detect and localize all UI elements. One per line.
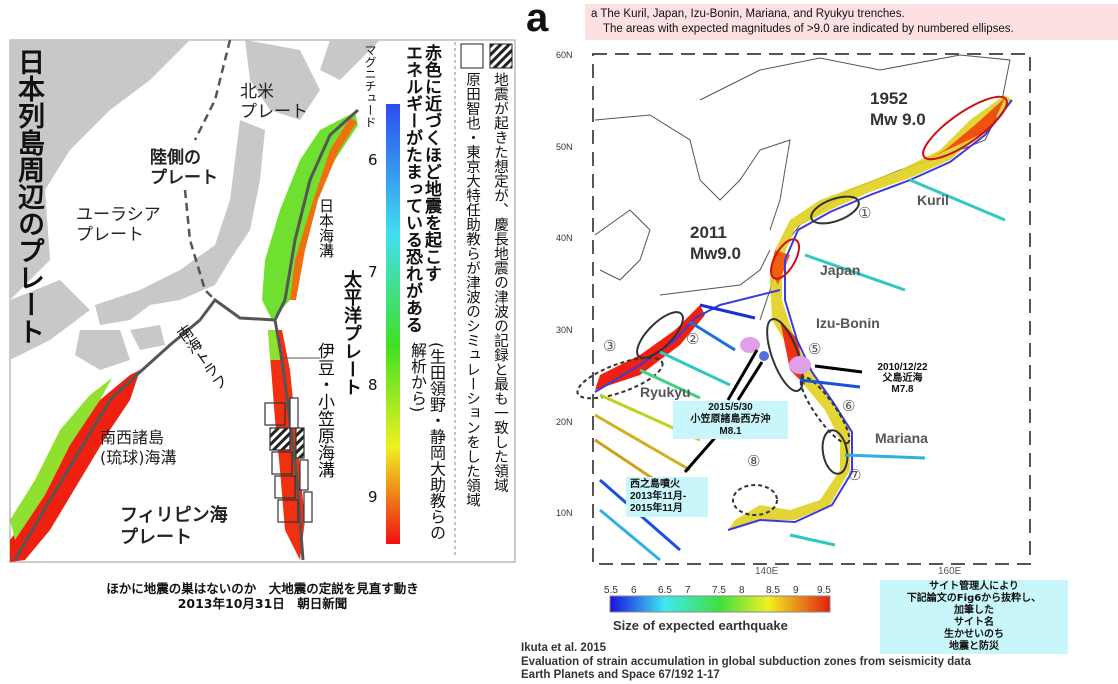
panel-letter: a — [526, 0, 549, 40]
trench-label-ryukyu: Ryukyu — [640, 384, 691, 400]
trench-label-izu-bonin: Izu-Bonin — [816, 315, 880, 331]
label-eurasia: ユーラシア プレート — [76, 205, 161, 245]
label-japan-trench: 日本海溝 — [317, 198, 335, 258]
colorbar-tick: 8 — [368, 376, 378, 394]
site-note: サイト管理人により 下記論文のFig6から抜粋し、 加筆した サイト名 生かせいのち 地震… — [880, 580, 1068, 654]
label-philippine-plate: フィリピン海 プレート — [120, 505, 228, 548]
trench-lines — [594, 99, 1013, 531]
plate-boundaries — [13, 39, 359, 561]
legend-hatched-text: 地震が起きた想定が、慶長地震の津波の記録と最も一致した領域 — [492, 72, 508, 493]
ellipse-number: ⑦ — [848, 466, 862, 484]
left-colorbar — [386, 104, 400, 544]
analysis-source: (生田領野・静岡大助教らの解析から) — [408, 342, 446, 541]
legend-white-swatch — [460, 43, 484, 69]
label-izu-ogasawara: 伊豆・小笠原海溝 — [314, 342, 334, 478]
event-1952: 1952 Mw 9.0 — [870, 89, 926, 129]
ellipse-number: ① — [858, 204, 872, 222]
simulation-boxes — [264, 397, 313, 523]
right-colorbar-title: Size of expected earthquake — [613, 618, 788, 633]
label-ryukyu-trench: 南西諸島 (琉球)海溝 — [100, 428, 177, 467]
trench-label-japan: Japan — [820, 262, 861, 278]
colorbar-tick: 7 — [368, 263, 378, 281]
event-2011: 2011 Mw9.0 — [690, 223, 742, 263]
ellipse-number: ⑧ — [747, 452, 761, 470]
left-caption: ほかに地震の巣はないのか 大地震の定説を見直す動き 2013年10月31日 朝日新… — [106, 581, 419, 611]
callout-nishinoshima: 西之島噴火 2013年11月- 2015年11月 — [626, 477, 708, 517]
label-pacific-plate: 太平洋プレート — [341, 270, 362, 396]
callout-chichijima: 2010/12/22 父島近海 M7.8 — [877, 362, 928, 395]
right-colorbar-ticks: 5.5 6 6.5 7 7.5 8 8.5 9 9.5 — [604, 585, 831, 596]
ellipse-number: ⑤ — [808, 340, 822, 358]
legend-hatched-swatch — [489, 43, 513, 69]
citation: Ikuta et al. 2015 Evaluation of strain ac… — [521, 642, 971, 681]
colorbar-tick: 6 — [368, 151, 378, 169]
ellipse-number: ③ — [603, 337, 617, 355]
headline: 赤色に近づくほど地震を起こす エネルギーがたまっている恐れがある — [402, 44, 441, 333]
trench-label-kuril: Kuril — [917, 192, 949, 208]
ellipse-number: ② — [686, 330, 700, 348]
legend-white-text: 原田智也・東京大特任助教らが津波のシミュレーションをした領域 — [464, 72, 480, 507]
right-colorbar — [609, 595, 831, 613]
event-markers — [740, 337, 811, 374]
label-land-plate: 陸側の プレート — [150, 148, 218, 188]
ellipse-number: ⑥ — [842, 397, 856, 415]
ellipses — [576, 95, 1008, 516]
colorbar-label: マグニチュード — [363, 44, 377, 128]
left-title: 日本列島周辺のプレート — [13, 48, 44, 345]
colorbar-tick: 9 — [368, 488, 378, 506]
figure-header: a The Kuril, Japan, Izu-Bonin, Mariana, … — [585, 4, 1118, 40]
label-north-america: 北米 プレート — [240, 82, 308, 122]
trench-label-mariana: Mariana — [875, 430, 928, 446]
lon-tick: 160E — [938, 566, 962, 577]
slip-vectors — [594, 178, 1006, 562]
landmass — [10, 40, 380, 370]
callout-ogasawara: 2015/5/30 小笠原諸島西方沖 M8.1 — [673, 401, 788, 439]
lon-tick: 140E — [755, 566, 779, 577]
